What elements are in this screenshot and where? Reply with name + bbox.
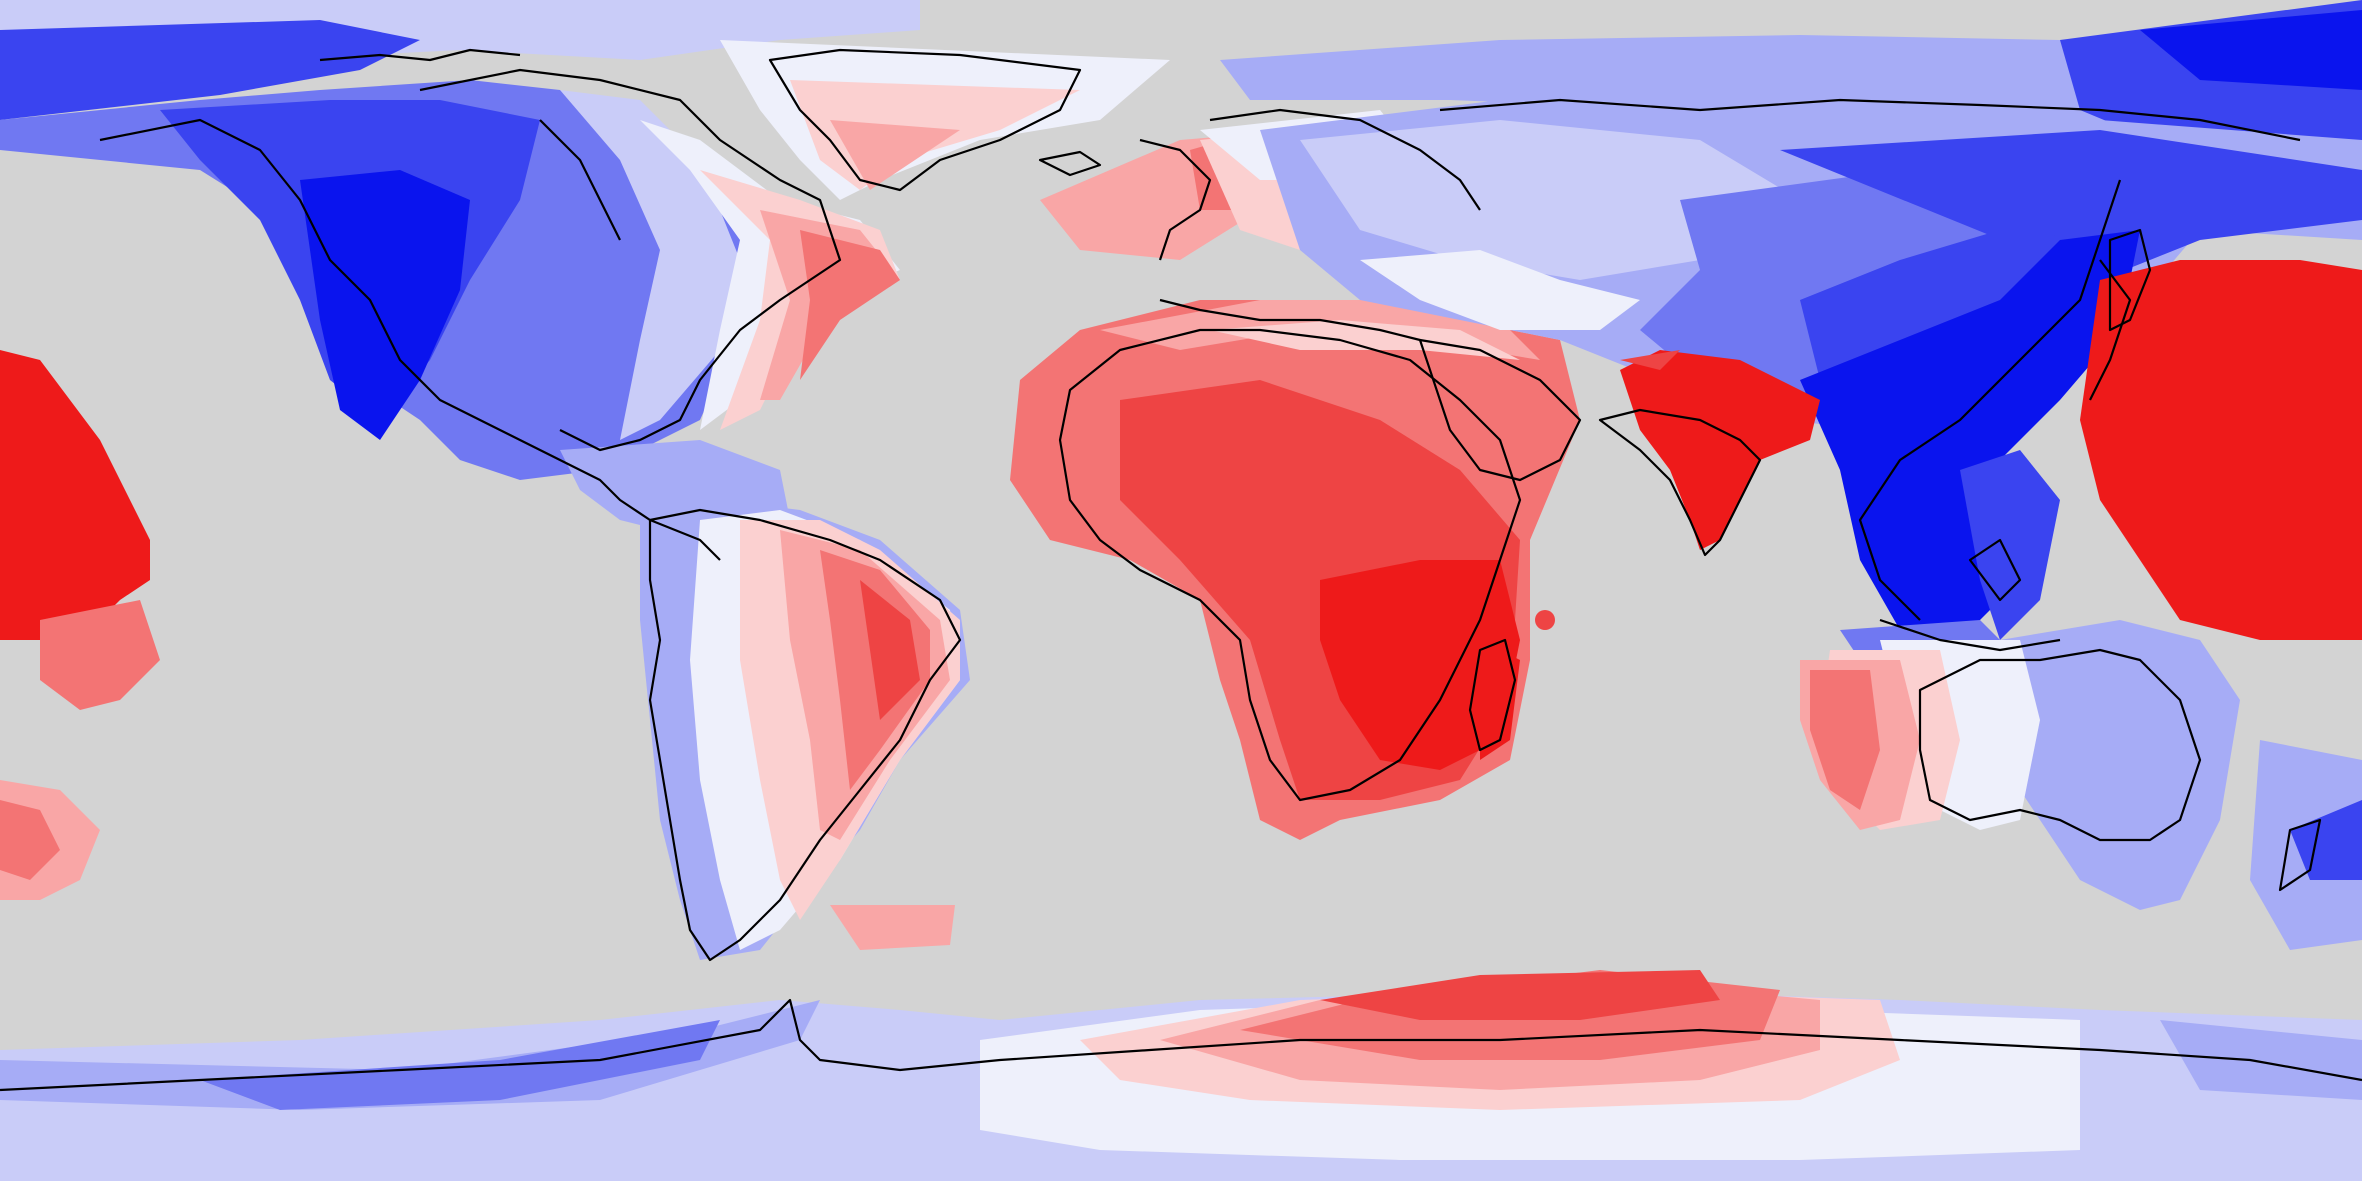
north-america-field <box>0 80 900 480</box>
coastlines <box>0 48 2362 1092</box>
arctic-band <box>0 0 2362 180</box>
north-pacific-field <box>0 350 160 900</box>
india-field <box>1620 350 1820 550</box>
west-pacific-field <box>2080 260 2362 640</box>
australia-field <box>1800 620 2362 950</box>
antarctica-field <box>0 970 2362 1181</box>
greenland-field <box>720 40 1170 200</box>
south-america-field <box>640 500 970 960</box>
